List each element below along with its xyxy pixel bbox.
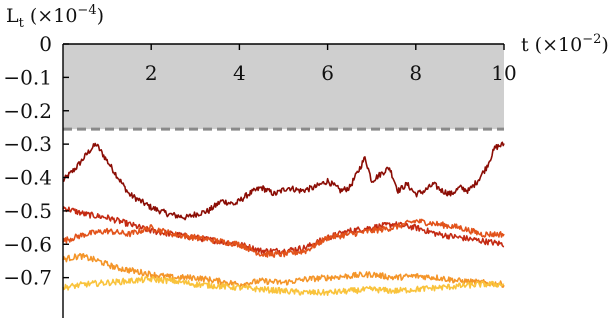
axes-layer bbox=[62, 43, 504, 318]
x-tick-label: 8 bbox=[409, 61, 422, 85]
shaded-region bbox=[63, 44, 504, 130]
y-tick-label: −0.1 bbox=[3, 65, 52, 89]
series-line-2 bbox=[62, 206, 505, 255]
series-line-5 bbox=[62, 275, 505, 296]
x-tick-label: 2 bbox=[145, 61, 158, 85]
series-line-1 bbox=[62, 141, 505, 221]
series-line-4 bbox=[62, 252, 505, 288]
shaded-region-layer bbox=[63, 44, 504, 131]
y-axis-label: Lt (×10−4) bbox=[6, 3, 104, 31]
ticks-layer: 2 4 6 8 10 0 −0.1 −0.2 −0.3 −0.4 −0.5 −0.6 −0.7 bbox=[3, 32, 516, 290]
y-tick-label: −0.7 bbox=[3, 266, 52, 290]
series-layer bbox=[62, 141, 505, 296]
x-tick-label: 10 bbox=[491, 61, 516, 85]
y-tick-label: −0.6 bbox=[3, 232, 52, 256]
y-tick-label: −0.2 bbox=[3, 99, 52, 123]
series-line-3 bbox=[62, 218, 505, 258]
y-tick-label: 0 bbox=[39, 32, 52, 56]
x-tick-label: 6 bbox=[321, 61, 334, 85]
x-tick-label: 4 bbox=[233, 61, 246, 85]
y-tick-label: −0.4 bbox=[3, 166, 52, 190]
y-tick-label: −0.3 bbox=[3, 132, 52, 156]
x-axis-label: t (×10−2) bbox=[521, 32, 609, 56]
y-tick-label: −0.5 bbox=[3, 199, 52, 223]
